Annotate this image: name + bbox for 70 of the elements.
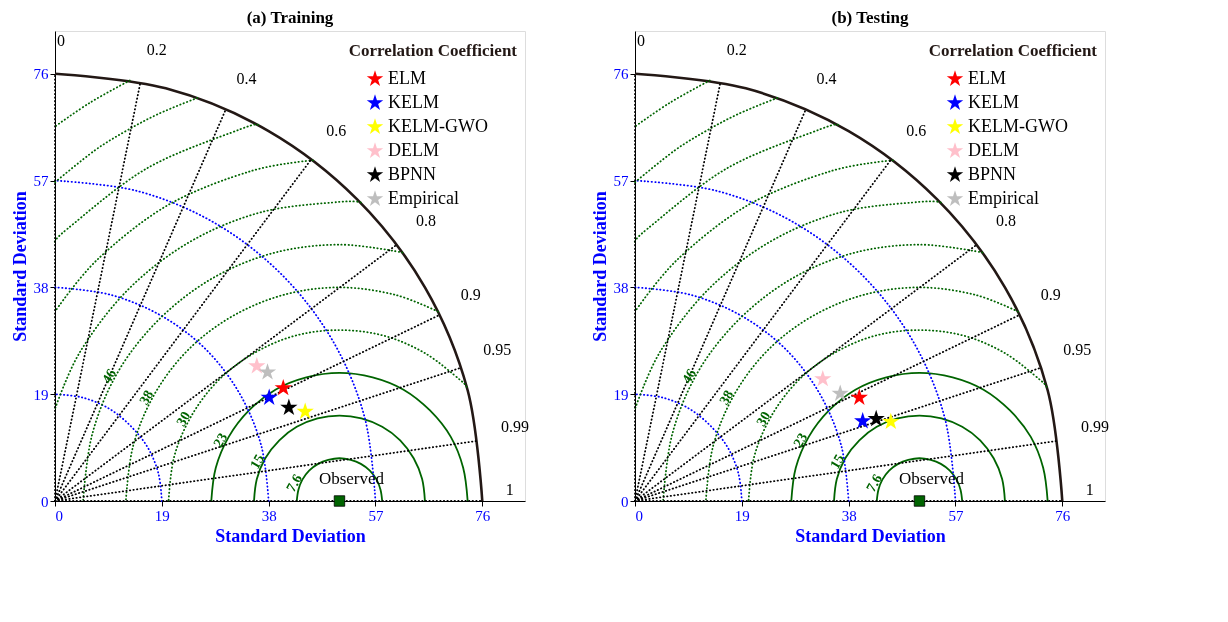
- series-label: 1: [505, 481, 514, 498]
- chart-title: (a) Training: [246, 8, 334, 27]
- x-axis-title: Standard Deviation: [795, 525, 946, 546]
- legend-label: Empirical: [388, 188, 459, 208]
- series-label: 0.8: [995, 211, 1016, 229]
- chart-title: (b) Testing: [831, 8, 909, 27]
- text: 15: [826, 451, 847, 472]
- y-tick-label: 76: [33, 66, 49, 83]
- series-label: 1: [1085, 481, 1094, 498]
- legend-label: KELM-GWO: [968, 116, 1068, 136]
- text: 38: [716, 387, 737, 408]
- x-tick-label: 38: [841, 507, 857, 524]
- series-label: 0.4: [816, 69, 837, 87]
- x-tick-label: 0: [635, 507, 643, 524]
- series-label: 0: [57, 32, 65, 50]
- series-label: 0.99: [1080, 417, 1109, 435]
- series-label: 0.4: [236, 69, 257, 87]
- series-label: 0.2: [726, 41, 747, 59]
- legend-label: Empirical: [968, 188, 1039, 208]
- text: 38: [136, 387, 157, 408]
- text: 23: [790, 430, 811, 451]
- series-label: 0.6: [906, 122, 927, 140]
- y-tick-label: 19: [33, 386, 49, 403]
- x-tick-label: 19: [154, 507, 170, 524]
- x-tick-label: 19: [734, 507, 750, 524]
- legend-label: DELM: [968, 140, 1019, 160]
- y-axis-title: Standard Deviation: [589, 191, 610, 342]
- legend-title: Correlation Coefficient: [348, 41, 518, 60]
- series-label: 0.8: [415, 211, 436, 229]
- legend-label: ELM: [388, 68, 426, 88]
- legend-label: KELM-GWO: [388, 116, 488, 136]
- series-label: 0.6: [326, 122, 347, 140]
- x-tick-label: 0: [55, 507, 63, 524]
- y-tick-label: 57: [33, 173, 49, 190]
- y-tick-label: 38: [33, 279, 49, 296]
- series-label: 0: [637, 32, 645, 50]
- y-tick-label: 76: [613, 66, 629, 83]
- text: 30: [173, 409, 194, 429]
- series-label: 0.2: [146, 41, 167, 59]
- text: 46: [679, 366, 700, 386]
- legend-label: BPNN: [388, 164, 437, 184]
- text: 46: [99, 366, 120, 386]
- text: 30: [753, 409, 774, 429]
- y-axis-title: Standard Deviation: [9, 191, 30, 342]
- text: 15: [246, 451, 267, 472]
- y-tick-label: 0: [41, 493, 49, 510]
- legend-title: Correlation Coefficient: [928, 41, 1098, 60]
- series-label: 0.95: [1063, 341, 1092, 359]
- legend-label: KELM: [968, 92, 1019, 112]
- x-axis-title: Standard Deviation: [215, 525, 366, 546]
- legend-label: DELM: [388, 140, 439, 160]
- x-tick-label: 57: [368, 507, 384, 524]
- y-tick-label: 38: [613, 279, 629, 296]
- text: 23: [210, 430, 231, 451]
- series-label: 0.9: [460, 285, 481, 303]
- y-tick-label: 19: [613, 386, 629, 403]
- legend-label: ELM: [968, 68, 1006, 88]
- series-label: 0.95: [483, 341, 512, 359]
- legend-label: BPNN: [968, 164, 1017, 184]
- y-tick-label: 57: [613, 173, 629, 190]
- legend-label: KELM: [388, 92, 439, 112]
- x-tick-label: 76: [1055, 507, 1071, 524]
- series-label: 0.9: [1040, 285, 1061, 303]
- text: 7.6: [283, 471, 305, 495]
- series-label: 0.99: [500, 417, 529, 435]
- y-tick-label: 0: [621, 493, 629, 510]
- x-tick-label: 38: [261, 507, 277, 524]
- x-tick-label: 57: [948, 507, 964, 524]
- x-tick-label: 76: [475, 507, 491, 524]
- text: 7.6: [863, 471, 885, 495]
